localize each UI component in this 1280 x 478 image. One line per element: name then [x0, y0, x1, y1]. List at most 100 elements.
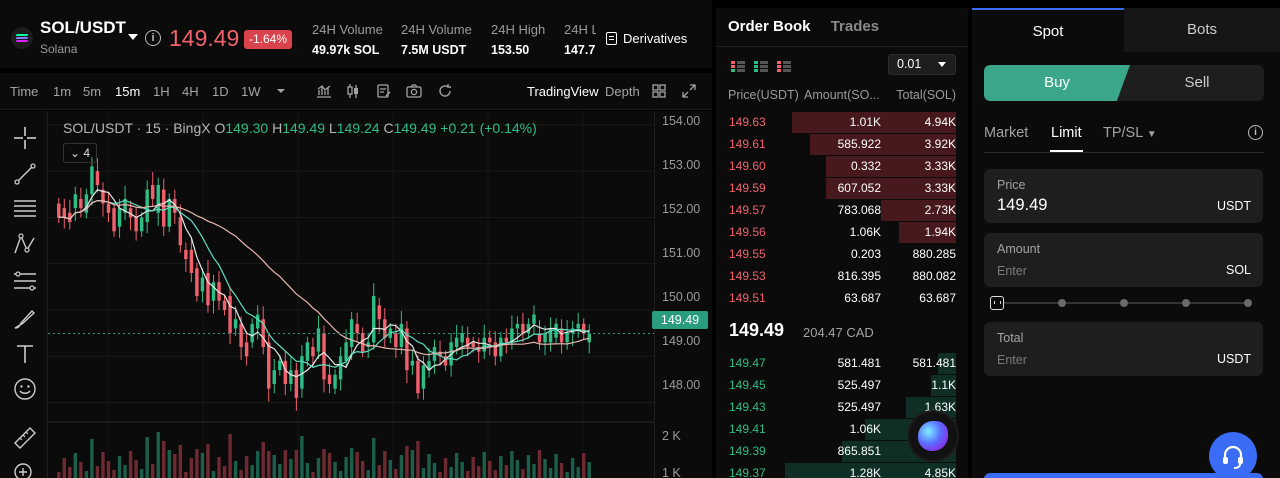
legend-delta: +0.21 (+0.14%)	[440, 120, 537, 136]
sell-tab[interactable]: Sell	[1184, 74, 1210, 91]
emoji-icon[interactable]	[12, 376, 38, 402]
tab-spot[interactable]: Spot	[972, 8, 1124, 52]
order-type-tpsl[interactable]: TP/SL ▼	[1103, 125, 1157, 141]
ask-row[interactable]: 149.55 0.203 880.285	[716, 243, 968, 265]
bid-row[interactable]: 149.45 525.497 1.1K	[716, 374, 968, 396]
candle-body	[493, 342, 498, 357]
pattern-icon[interactable]	[12, 231, 38, 257]
candle-body	[421, 365, 426, 389]
depth-bar	[899, 222, 956, 243]
order-type-limit[interactable]: Limit	[1051, 125, 1082, 141]
order-type-market[interactable]: Market	[984, 125, 1029, 141]
slider-step[interactable]	[1120, 299, 1128, 307]
total-field[interactable]: Total Enter USDT	[984, 322, 1263, 376]
amount-field[interactable]: Amount Enter SOL	[984, 233, 1263, 287]
ask-row[interactable]: 149.59 607.052 3.33K	[716, 177, 968, 199]
book-both-icon[interactable]	[731, 61, 745, 73]
pair-title[interactable]: SOL/USDT	[40, 18, 126, 37]
bid-price: 149.39	[729, 444, 766, 458]
bid-row[interactable]: 149.47 581.481 581.481	[716, 352, 968, 374]
info-icon[interactable]: i	[1248, 125, 1263, 140]
more-timeframes-icon[interactable]	[273, 83, 289, 99]
ask-row[interactable]: 149.60 0.332 3.33K	[716, 155, 968, 177]
ask-row[interactable]: 149.63 1.01K 4.94K	[716, 111, 968, 133]
timeframe-1m[interactable]: 1m	[53, 84, 72, 99]
ask-row[interactable]: 149.57 783.068 2.73K	[716, 199, 968, 221]
slider-step[interactable]	[1182, 299, 1190, 307]
pair-dropdown-icon[interactable]	[128, 34, 138, 40]
tab-bots[interactable]: Bots	[1124, 8, 1280, 52]
zoom-in-icon[interactable]	[12, 461, 38, 478]
ask-row[interactable]: 149.56 1.06K 1.94K	[716, 221, 968, 243]
slider-step[interactable]	[1058, 299, 1066, 307]
col-amount: Amount(SO...	[804, 88, 880, 102]
info-icon[interactable]: i	[145, 30, 161, 46]
candle-body	[526, 323, 531, 334]
book-asks-icon[interactable]	[777, 61, 791, 73]
bid-price: 149.45	[729, 378, 766, 392]
timeframe-1d[interactable]: 1D	[212, 84, 229, 99]
fib-retracement-icon[interactable]	[12, 269, 38, 295]
bid-row[interactable]: 149.43 525.497 1.63K	[716, 396, 968, 418]
volume-bar	[565, 472, 569, 478]
trend-line-icon[interactable]	[12, 161, 38, 187]
price-field[interactable]: Price 149.49 USDT	[984, 169, 1263, 223]
ask-amount: 607.052	[837, 181, 881, 195]
timeframe-time[interactable]: Time	[10, 84, 39, 99]
timeframe-15m[interactable]: 15m	[115, 84, 141, 99]
timeframe-4h[interactable]: 4H	[182, 84, 199, 99]
volume-bar	[156, 432, 160, 478]
fullscreen-icon[interactable]	[681, 83, 697, 99]
indicator-toggle[interactable]: ⌄ 4	[63, 143, 98, 163]
candle-body	[200, 277, 205, 292]
ask-row[interactable]: 149.61 585.922 3.92K	[716, 133, 968, 155]
chart-toolbar: Time 1m 5m 15m 1H 4H 1D 1W TradingView D…	[0, 73, 712, 110]
tradingview-tab[interactable]: TradingView	[527, 84, 599, 99]
crosshair-icon[interactable]	[12, 125, 38, 151]
screenshot-icon[interactable]	[406, 83, 422, 99]
price-axis[interactable]: 154.00 153.00 152.00 151.00 150.00 149.0…	[654, 111, 712, 478]
slider-handle[interactable]	[990, 296, 1004, 310]
horizontal-lines-icon[interactable]	[12, 195, 38, 221]
volume-bar	[117, 456, 122, 478]
buy-tab[interactable]: Buy	[984, 65, 1130, 101]
price-input[interactable]: 149.49	[997, 196, 1048, 214]
candlestick-plot[interactable]	[48, 111, 654, 478]
derivatives-button[interactable]: Derivatives	[596, 24, 698, 52]
ask-row[interactable]: 149.51 63.687 63.687	[716, 287, 968, 309]
price-chart[interactable]: SOL/USDT · 15 · BingX O149.30 H149.49 L1…	[0, 111, 712, 478]
brush-icon[interactable]	[12, 306, 38, 332]
timeframe-1w[interactable]: 1W	[241, 84, 261, 99]
ask-amount: 1.06K	[849, 225, 881, 239]
templates-icon[interactable]	[376, 83, 392, 99]
candle-body	[178, 217, 183, 246]
bid-price: 149.43	[729, 400, 766, 414]
ask-total: 880.082	[912, 269, 956, 283]
candle-body	[488, 337, 492, 343]
text-tool-icon[interactable]	[12, 341, 38, 367]
tab-order-book[interactable]: Order Book	[728, 18, 811, 35]
amount-slider[interactable]	[990, 296, 1252, 310]
indicators-icon[interactable]	[316, 83, 332, 99]
slider-step[interactable]	[1244, 299, 1252, 307]
ruler-icon[interactable]	[12, 425, 38, 451]
ask-row[interactable]: 149.53 816.395 880.082	[716, 265, 968, 287]
timeframe-5m[interactable]: 5m	[83, 84, 102, 99]
volume-bar	[228, 434, 232, 478]
timeframe-1h[interactable]: 1H	[153, 84, 170, 99]
tick-size-select[interactable]: 0.01	[888, 54, 956, 75]
reset-chart-icon[interactable]	[437, 83, 453, 99]
candle-type-icon[interactable]	[345, 83, 361, 99]
support-button[interactable]	[1209, 432, 1257, 478]
amount-input[interactable]: Enter	[997, 264, 1027, 278]
book-bids-icon[interactable]	[754, 61, 768, 73]
bid-row[interactable]: 149.37 1.28K 4.85K	[716, 462, 968, 478]
total-input[interactable]: Enter	[997, 353, 1027, 367]
layout-grid-icon[interactable]	[651, 83, 667, 99]
submit-order-button[interactable]	[984, 473, 1263, 478]
depth-tab[interactable]: Depth	[605, 84, 640, 99]
tab-trades[interactable]: Trades	[830, 18, 880, 35]
candle-body	[150, 185, 155, 199]
ai-assistant-icon[interactable]	[909, 412, 957, 460]
candle-body	[383, 319, 387, 338]
